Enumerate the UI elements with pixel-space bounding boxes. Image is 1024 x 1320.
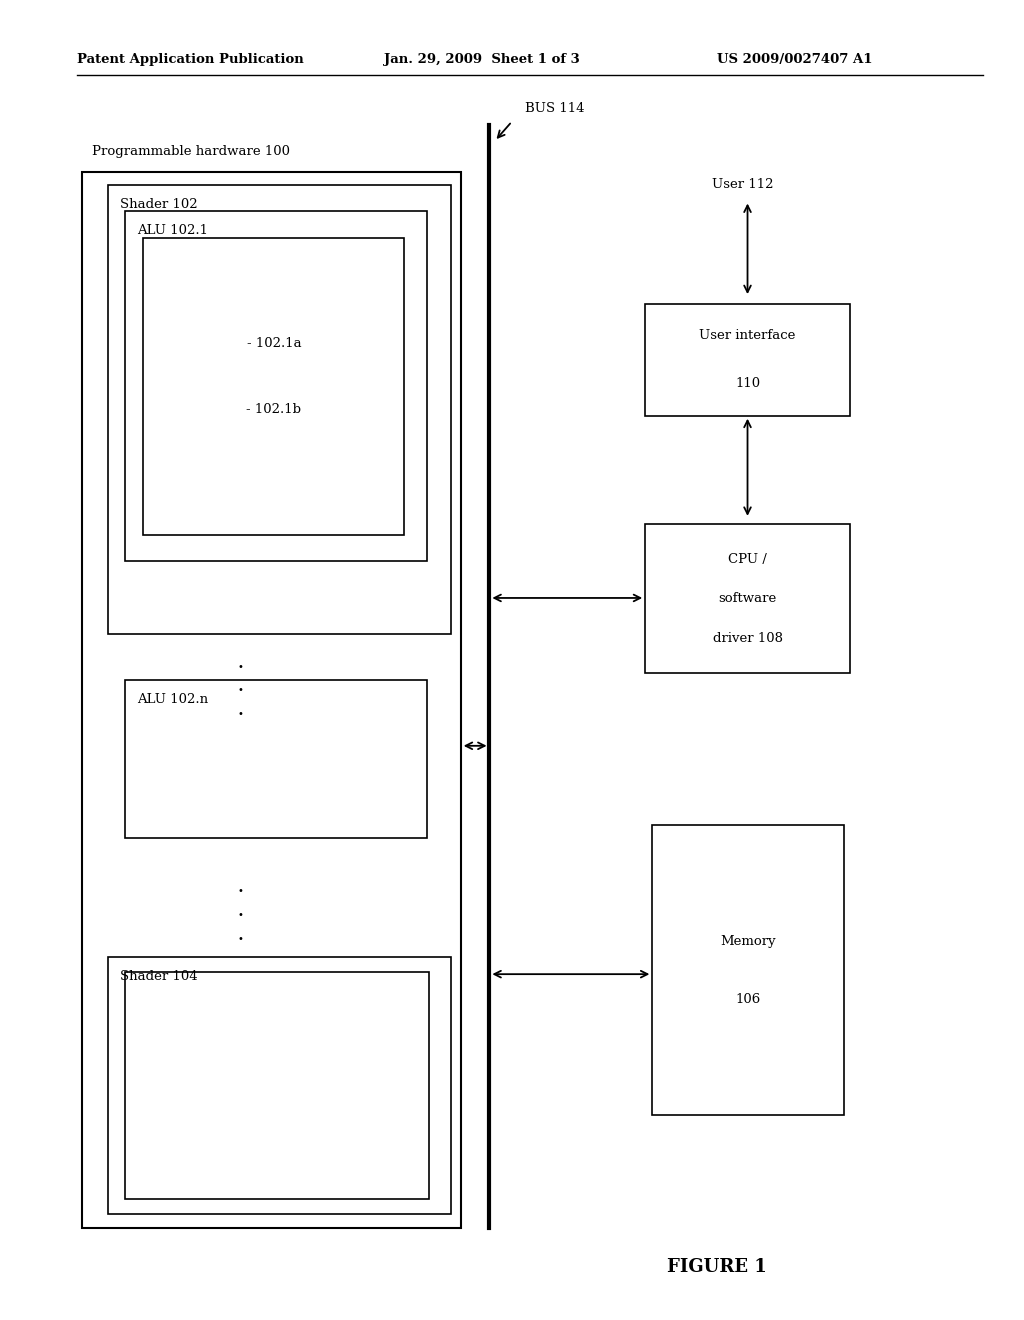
Bar: [652, 825, 844, 1115]
Text: driver 108: driver 108: [713, 632, 782, 644]
Text: Shader 102: Shader 102: [120, 198, 198, 211]
Text: •: •: [238, 709, 244, 719]
Text: - 102.1a: - 102.1a: [247, 338, 301, 350]
Text: Shader 104: Shader 104: [120, 970, 198, 983]
Text: Programmable hardware 100: Programmable hardware 100: [92, 145, 290, 158]
Bar: [125, 972, 429, 1199]
Bar: [125, 211, 427, 561]
Text: BUS 114: BUS 114: [525, 102, 585, 115]
Text: ALU 102.n: ALU 102.n: [137, 693, 208, 706]
Bar: [82, 172, 461, 1228]
Bar: [143, 238, 404, 535]
Text: 106: 106: [735, 993, 761, 1006]
Text: •: •: [238, 685, 244, 696]
Text: FIGURE 1: FIGURE 1: [667, 1258, 767, 1276]
Bar: [108, 185, 451, 634]
Text: •: •: [238, 933, 244, 944]
Bar: [108, 957, 451, 1214]
Text: - 102.1b: - 102.1b: [247, 404, 301, 416]
Text: 110: 110: [735, 378, 760, 389]
Text: ALU 102.1: ALU 102.1: [137, 224, 208, 238]
Text: CPU /: CPU /: [728, 553, 767, 565]
Bar: [125, 680, 427, 838]
Bar: [645, 304, 850, 416]
Text: •: •: [238, 909, 244, 920]
Text: •: •: [238, 886, 244, 896]
Text: Patent Application Publication: Patent Application Publication: [77, 53, 303, 66]
Text: User interface: User interface: [699, 330, 796, 342]
Bar: [645, 524, 850, 673]
Text: •: •: [238, 661, 244, 672]
Text: software: software: [719, 593, 776, 605]
Text: Memory: Memory: [720, 935, 776, 948]
Text: User 112: User 112: [712, 178, 773, 191]
Text: Jan. 29, 2009  Sheet 1 of 3: Jan. 29, 2009 Sheet 1 of 3: [384, 53, 580, 66]
Text: US 2009/0027407 A1: US 2009/0027407 A1: [717, 53, 872, 66]
